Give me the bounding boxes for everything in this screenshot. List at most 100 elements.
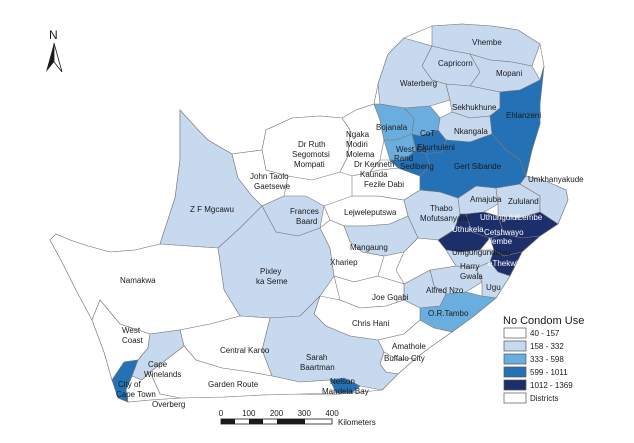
label-harry-2: Gwala (460, 272, 483, 281)
label-dr-ruth-2: Segomotsi (292, 150, 330, 159)
label-pixley-2: ka Seme (256, 277, 288, 286)
label-ugu: Ugu (486, 283, 501, 292)
district-waterberg (377, 37, 451, 109)
label-fezile-dabi: Fezile Dabi (364, 180, 404, 189)
legend-label-5: Districts (530, 394, 558, 403)
label-dr-kenneth-1: Dr Kenneth (354, 160, 394, 169)
label-umzinyathi-2: Ilembe (488, 237, 513, 246)
district-dr-kenneth (369, 159, 399, 173)
label-sarah-1: Sarah (306, 353, 327, 362)
label-thabo-2: Mofutsanyane (420, 214, 471, 223)
label-ehlanzeni: Ehlanzeni (506, 111, 541, 120)
label-namakwa: Namakwa (120, 276, 156, 285)
north-arrow-left (46, 43, 54, 72)
label-uthungulu: Uthungulu (480, 213, 516, 222)
label-sarah-2: Baartman (300, 363, 335, 372)
label-ngaka-2: Modiri (346, 140, 368, 149)
label-nelson-2: Mandela Bay (322, 387, 369, 396)
legend-label-2: 333 - 598 (530, 355, 564, 364)
label-harry-1: Harry (460, 262, 480, 271)
label-amathole: Amathole (392, 342, 426, 351)
scale-tick-4: 400 (325, 409, 339, 418)
north-arrow-label: N (49, 28, 58, 42)
legend-swatch-0 (503, 327, 527, 339)
label-umkhanyakude: Umkhanyakude (528, 175, 584, 184)
label-bojanala: Bojanala (376, 123, 408, 132)
scale-unit: Kilometers (338, 418, 376, 427)
legend-label-0: 40 - 157 (530, 329, 560, 338)
lesotho (395, 237, 457, 285)
label-uthukela: Uthukela (452, 225, 484, 234)
label-garden-route: Garden Route (208, 380, 259, 389)
scale-tick-0: 0 (219, 409, 224, 418)
label-west-coast-2: Coast (122, 336, 144, 345)
legend: No Condom Use 40 - 157 158 - 332 333 - 598… (503, 315, 584, 404)
label-dr-kenneth-2: Kaunda (360, 170, 388, 179)
label-dr-ruth-3: Mompati (294, 160, 325, 169)
label-alfred-nzo: Alfred Nzo (426, 286, 464, 295)
district-city-of-cape-town (111, 359, 139, 403)
district-labels: Vhembe Capricorn Waterberg Mopani Sekhuk… (116, 38, 584, 409)
label-cape-town-2: Cape Town (116, 390, 156, 399)
label-mopani: Mopani (496, 69, 522, 78)
label-capricorn: Capricorn (438, 59, 473, 68)
label-cape-town-1: City of (118, 380, 141, 389)
label-john-taolo-2: Gaetsewe (254, 182, 291, 191)
label-amajuba: Amajuba (470, 195, 502, 204)
legend-label-3: 599 - 1011 (530, 368, 568, 377)
label-ngaka-1: Ngaka (346, 130, 370, 139)
label-john-taolo-1: John Taolo (250, 172, 289, 181)
district-xhariep (319, 219, 385, 283)
north-arrow: N (46, 28, 63, 73)
scale-tick-2: 200 (270, 409, 284, 418)
label-frances-2: Baard (296, 217, 317, 226)
label-umgungundlovu: Umgungundlovu (452, 248, 510, 257)
legend-swatch-2 (503, 353, 527, 365)
label-cot: CoT (420, 129, 435, 138)
label-cape-winelands-1: Cape (148, 360, 168, 369)
label-overberg: Overberg (152, 400, 185, 409)
label-central-karoo: Central Karoo (220, 346, 270, 355)
label-waterberg: Waterberg (400, 79, 437, 88)
scale-tick-3: 300 (298, 409, 312, 418)
legend-swatch-3 (503, 366, 527, 378)
label-thabo-1: Thabo (430, 204, 453, 213)
label-zf-mgcawu: Z F Mgcawu (190, 205, 234, 214)
label-or-tambo: O.R.Tambo (428, 309, 469, 318)
label-gert-sibande: Gert Sibande (454, 162, 502, 171)
label-umzinyathi: Cetshwayo (484, 228, 524, 237)
label-cape-winelands-2: Winelands (144, 370, 181, 379)
label-vhembe: Vhembe (472, 38, 502, 47)
district-umkhanyakude (519, 175, 569, 225)
label-nelson-1: Nelson (330, 377, 355, 386)
label-nkangala: Nkangala (454, 127, 488, 136)
label-buffalo-city: Buffalo City (384, 354, 425, 363)
label-ilembe: iLembe (516, 213, 543, 222)
label-xhariep: Xhariep (330, 258, 358, 267)
label-frances-1: Frances (290, 207, 319, 216)
scale-tick-1: 100 (242, 409, 256, 418)
scale-bar: 0 100 200 300 400 Kilometers (219, 409, 376, 427)
legend-label-4: 1012 - 1369 (530, 381, 573, 390)
label-sedibeng: Sedibeng (400, 162, 434, 171)
label-mangaung: Mangaung (350, 243, 388, 252)
label-ekurhuleni: Ekurhuleni (417, 143, 455, 152)
north-arrow-right (53, 42, 63, 73)
label-ethekwini: eThekwini (488, 259, 524, 268)
legend-swatch-4 (503, 379, 527, 391)
label-west-co: West Co (396, 145, 427, 154)
district-ugu (475, 261, 511, 299)
label-west-coast-1: West (122, 326, 141, 335)
label-sekhukhune: Sekhukhune (452, 103, 497, 112)
legend-title: No Condom Use (503, 315, 584, 327)
label-joe-gqabi: Joe Gqabi (372, 293, 409, 302)
district-garden-route (149, 345, 337, 399)
district-gert-sibande (419, 133, 527, 199)
label-pixley-1: Pixley (260, 267, 281, 276)
label-zululand: Zululand (508, 197, 539, 206)
label-lejweleputswa: Lejweleputswa (344, 208, 397, 217)
legend-swatch-5 (503, 392, 527, 404)
legend-swatch-1 (503, 340, 527, 352)
district-ehlanzeni (489, 65, 545, 178)
